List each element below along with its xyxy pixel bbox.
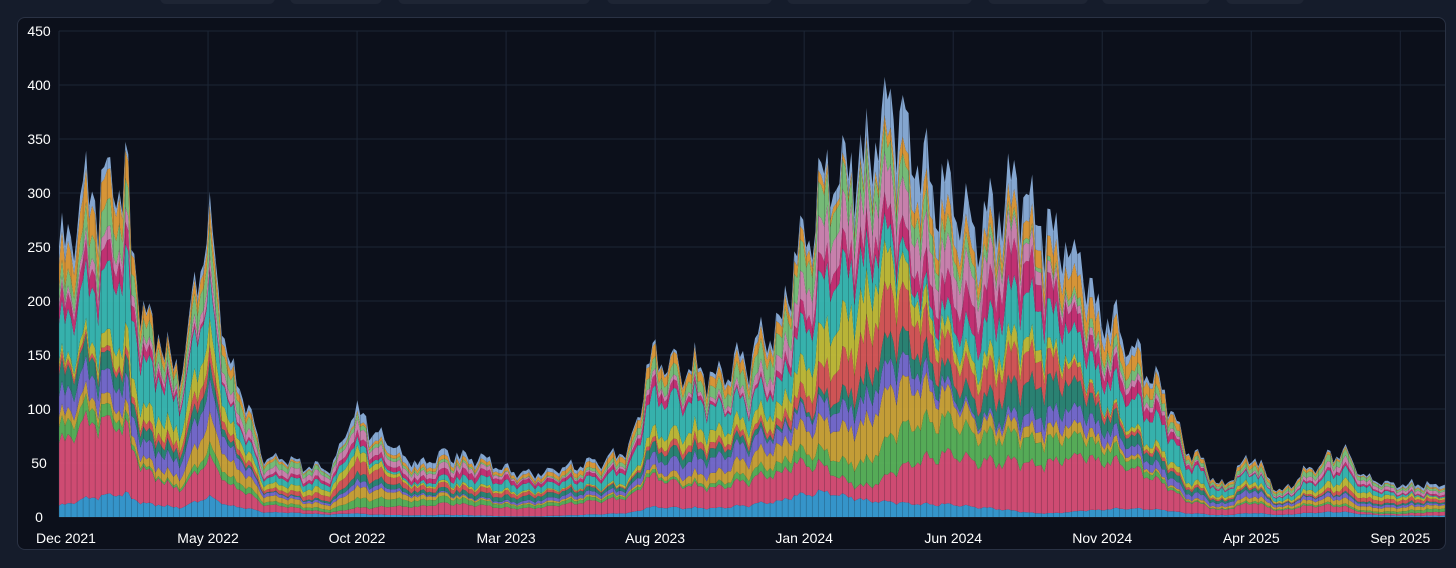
y-tick-label: 250 [27, 239, 51, 255]
top-tab-7[interactable] [1102, 0, 1210, 4]
x-tick-label: Mar 2023 [477, 530, 536, 546]
series-area [59, 489, 1445, 517]
x-tick-label: Nov 2024 [1072, 530, 1132, 546]
x-tick-label: Sep 2025 [1370, 530, 1430, 546]
y-tick-label: 50 [31, 455, 47, 471]
y-tick-label: 400 [27, 77, 51, 93]
top-tab-5[interactable] [787, 0, 972, 4]
chart-spikes [58, 76, 1445, 517]
x-tick-label: Dec 2021 [36, 530, 96, 546]
top-tab-bar [0, 0, 1456, 8]
x-tick-label: Aug 2023 [625, 530, 685, 546]
chart-grid [58, 30, 1445, 518]
top-tab-1[interactable] [160, 0, 275, 4]
y-tick-label: 100 [27, 401, 51, 417]
y-tick-label: 450 [27, 23, 51, 39]
y-tick-label: 150 [27, 347, 51, 363]
y-axis: 0 50 100 150 200 250 300 350 400 450 [27, 23, 51, 525]
series-area [59, 410, 1445, 517]
x-tick-label: Jun 2024 [924, 530, 982, 546]
x-tick-label: Jan 2024 [775, 530, 833, 546]
chart-areas [59, 76, 1445, 517]
x-tick-label: May 2022 [177, 530, 239, 546]
top-tab-6[interactable] [988, 0, 1088, 4]
x-tick-label: Oct 2022 [329, 530, 386, 546]
y-tick-label: 0 [35, 509, 43, 525]
x-axis: Dec 2021 May 2022 Oct 2022 Mar 2023 Aug 2023… [36, 530, 1430, 546]
x-tick-label: Apr 2025 [1223, 530, 1280, 546]
chart-panel: 0 50 100 150 200 250 300 350 400 450 Dec 2021 May … [17, 17, 1446, 550]
top-tab-3[interactable] [398, 0, 590, 4]
top-tab-8[interactable] [1226, 0, 1304, 4]
top-tab-4[interactable] [607, 0, 772, 4]
stacked-area-chart: 0 50 100 150 200 250 300 350 400 450 Dec 2021 May … [27, 23, 1445, 546]
y-tick-label: 200 [27, 293, 51, 309]
top-tab-2[interactable] [290, 0, 382, 4]
y-tick-label: 350 [27, 131, 51, 147]
y-tick-label: 300 [27, 185, 51, 201]
